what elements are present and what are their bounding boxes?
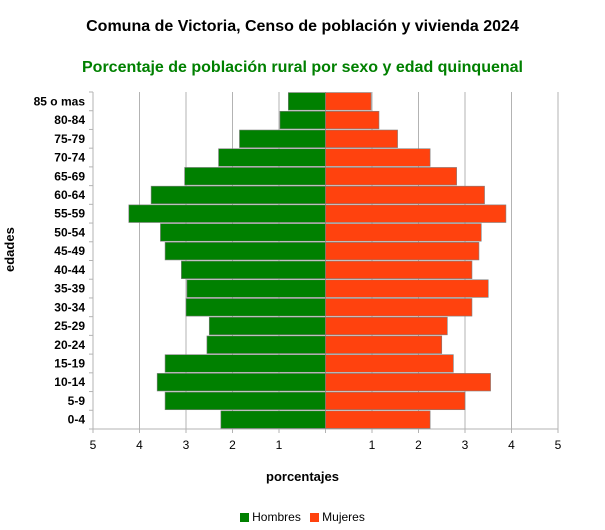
y-tick-label: 85 o mas <box>34 94 86 108</box>
mujeres-bar <box>325 129 398 148</box>
hombres-bar <box>185 298 326 317</box>
legend-swatch-mujeres <box>310 512 320 522</box>
mujeres-bar <box>325 185 485 205</box>
x-tick-label: 5 <box>90 438 97 452</box>
y-tick-label: 55-59 <box>54 207 85 221</box>
y-tick-label: 60-64 <box>54 188 85 202</box>
mujeres-bar <box>325 335 443 354</box>
legend: Hombres Mujeres <box>0 510 605 525</box>
x-tick-label: 4 <box>136 438 143 452</box>
mujeres-bar <box>325 260 473 279</box>
legend-label-mujeres: Mujeres <box>322 510 365 524</box>
hombres-bar <box>239 129 326 148</box>
y-tick-label: 40-44 <box>54 263 85 277</box>
hombres-bar <box>164 391 326 411</box>
hombres-bar <box>150 185 326 205</box>
y-tick-label: 25-29 <box>54 319 85 333</box>
legend-label-hombres: Hombres <box>252 510 301 524</box>
hombres-bar <box>186 279 326 298</box>
mujeres-bar <box>325 279 489 298</box>
hombres-bar <box>279 110 326 130</box>
y-tick-label: 70-74 <box>54 151 85 165</box>
mujeres-bar <box>325 354 454 373</box>
y-tick-label: 35-39 <box>54 282 85 296</box>
hombres-bar <box>156 373 326 392</box>
x-tick-label: 1 <box>369 438 376 452</box>
hombres-bar <box>128 204 326 223</box>
y-tick-label: 5-9 <box>68 394 86 408</box>
x-tick-label: 3 <box>462 438 469 452</box>
x-tick-label: 4 <box>508 438 515 452</box>
mujeres-bar <box>325 204 507 223</box>
mujeres-bar <box>325 110 380 130</box>
hombres-bar <box>206 335 326 354</box>
x-tick-label: 1 <box>276 438 283 452</box>
legend-item-mujeres: Mujeres <box>310 510 365 524</box>
y-tick-label: 50-54 <box>54 225 85 239</box>
hombres-bar <box>164 242 326 261</box>
hombres-bar <box>181 260 326 279</box>
y-tick-label: 65-69 <box>54 169 85 183</box>
y-tick-label: 0-4 <box>68 413 86 427</box>
hombres-bar <box>164 354 326 373</box>
y-tick-label: 30-34 <box>54 300 85 314</box>
legend-swatch-hombres <box>240 512 250 522</box>
hombres-bar <box>160 223 326 242</box>
hombres-bar <box>220 410 326 429</box>
population-pyramid-chart: 5 4 3 2 1 1 2 3 4 5 85 o mas 80-84 75-79 70-74 65-69 60… <box>34 91 562 452</box>
y-tick-label: 15-19 <box>54 356 85 370</box>
x-tick-label: 3 <box>183 438 190 452</box>
mujeres-bar <box>325 410 431 429</box>
mujeres-bar <box>325 391 466 411</box>
mujeres-bar <box>325 373 491 392</box>
mujeres-bar <box>325 298 473 317</box>
mujeres-bar <box>325 242 480 261</box>
chart-subtitle: Porcentaje de población rural por sexo y… <box>82 59 523 76</box>
chart-title: Comuna de Victoria, Censo de población y… <box>86 18 519 35</box>
y-tick-label: 20-24 <box>54 338 85 352</box>
mujeres-bar <box>325 223 482 242</box>
legend-item-hombres: Hombres <box>240 510 301 524</box>
y-tick-label: 10-14 <box>54 375 85 389</box>
x-axis-label: porcentajes <box>266 469 339 484</box>
hombres-bar <box>287 92 326 111</box>
x-tick-label: 2 <box>415 438 422 452</box>
y-tick-label: 45-49 <box>54 244 85 258</box>
x-tick-label: 5 <box>555 438 562 452</box>
mujeres-bar <box>325 167 457 186</box>
hombres-bar <box>218 148 326 167</box>
x-tick-label: 2 <box>229 438 236 452</box>
hombres-bar <box>184 167 326 186</box>
mujeres-bar <box>325 148 431 167</box>
mujeres-bar <box>325 92 372 111</box>
y-tick-label: 80-84 <box>54 113 85 127</box>
y-tick-label: 75-79 <box>54 132 85 146</box>
hombres-bar <box>208 316 326 336</box>
mujeres-bar <box>325 316 448 336</box>
